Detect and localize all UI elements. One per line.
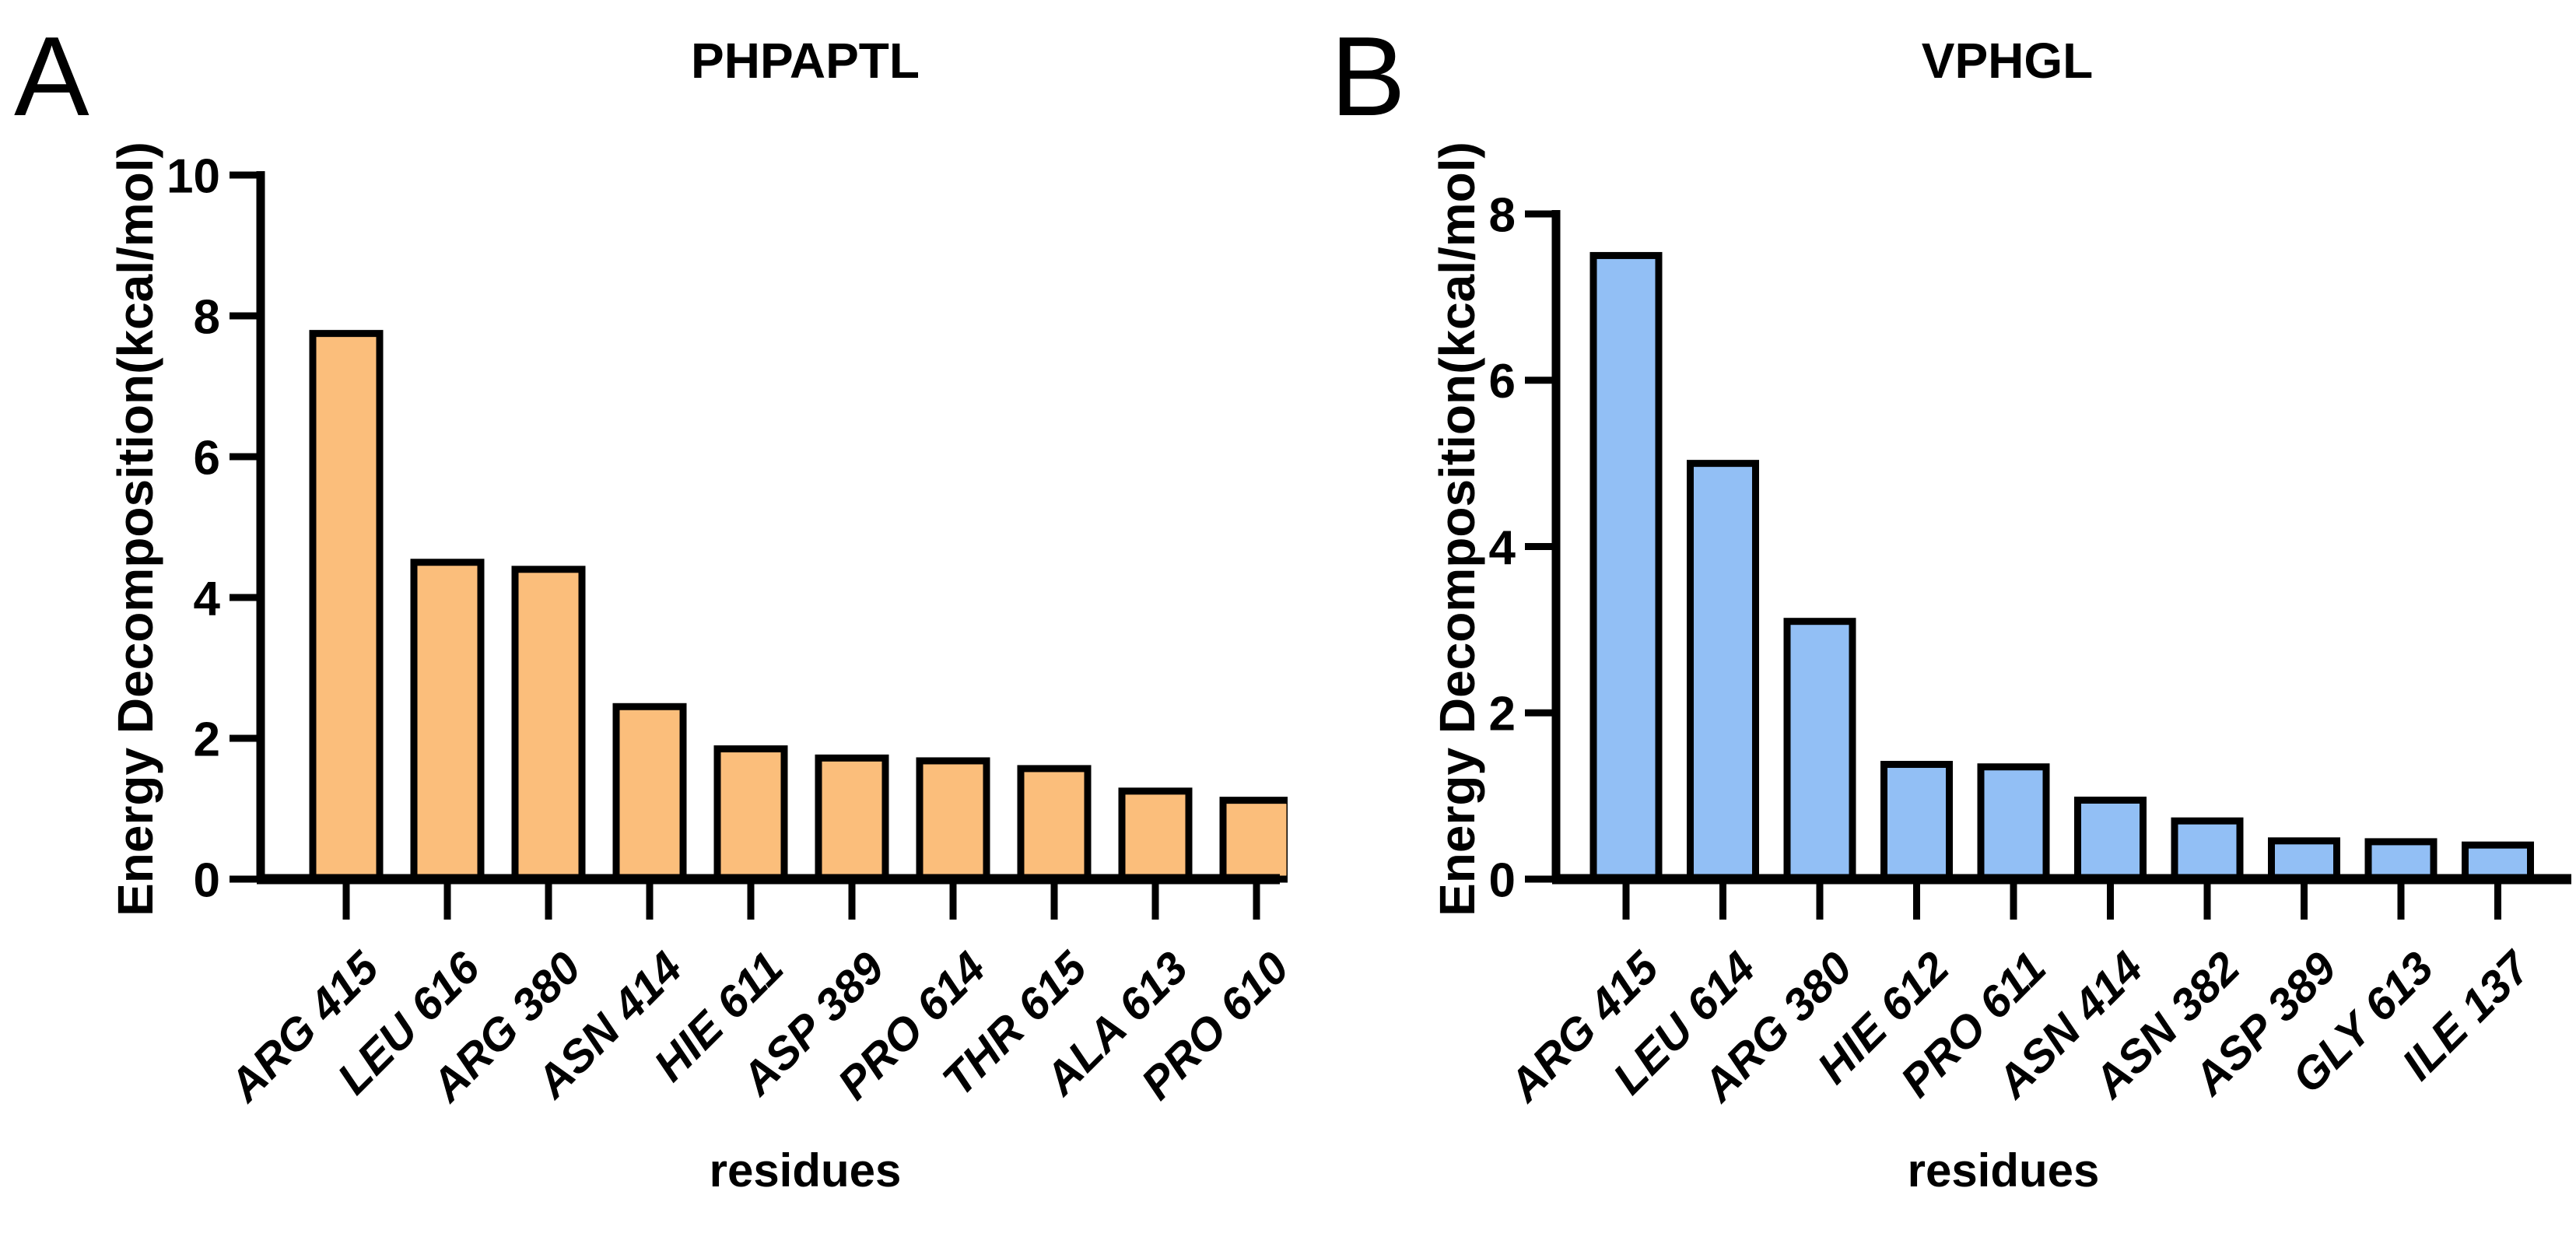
bar — [2364, 838, 2438, 883]
bar — [1783, 618, 1856, 883]
bar — [1118, 787, 1193, 883]
bar — [511, 566, 586, 883]
bar — [1687, 460, 1759, 883]
bar-chart-panel-b: B VPHGL Energy Decomposition(kcal/mol) r… — [1330, 13, 2571, 1197]
y-axis-label: Energy Decomposition(kcal/mol) — [1429, 142, 1485, 916]
panel-a: A PHPAPTL Energy Decomposition(kcal/mol)… — [14, 13, 1288, 1197]
bar — [309, 330, 384, 883]
bar — [713, 745, 788, 883]
x-axis-label: residues — [710, 1144, 902, 1197]
bar — [916, 757, 990, 883]
y-tick-label: 0 — [1489, 853, 1516, 907]
y-tick-label: 10 — [166, 149, 220, 203]
bar — [2268, 837, 2340, 883]
x-axis-label: residues — [1908, 1144, 2100, 1197]
bar — [612, 703, 687, 883]
y-tick-label: 6 — [194, 431, 220, 485]
bar — [410, 559, 485, 883]
y-axis-label: Energy Decomposition(kcal/mol) — [107, 142, 163, 916]
panel-letter: A — [14, 13, 89, 139]
bar — [1977, 763, 2050, 883]
y-tick-label: 0 — [194, 853, 220, 907]
bar — [1589, 251, 1663, 883]
bar — [815, 754, 889, 883]
bar — [1017, 765, 1092, 883]
bar-chart-panel-a: A PHPAPTL Energy Decomposition(kcal/mol)… — [14, 13, 1288, 1197]
chart-title: PHPAPTL — [691, 33, 920, 89]
y-tick-label: 8 — [194, 290, 220, 344]
y-tick-label: 2 — [1489, 688, 1516, 741]
y-tick-label: 2 — [194, 713, 220, 766]
bar — [2074, 796, 2147, 883]
y-tick-label: 6 — [1489, 355, 1516, 408]
panel-b: B VPHGL Energy Decomposition(kcal/mol) r… — [1288, 0, 2575, 1237]
bar — [2462, 841, 2534, 883]
bar — [1219, 797, 1288, 883]
bar — [1880, 761, 1953, 883]
y-tick-label: 4 — [1489, 521, 1516, 575]
panel-letter: B — [1330, 13, 1406, 139]
y-tick-label: 8 — [1489, 188, 1516, 242]
chart-title: VPHGL — [1922, 33, 2093, 89]
bar — [2171, 817, 2244, 883]
y-tick-label: 4 — [194, 572, 221, 626]
